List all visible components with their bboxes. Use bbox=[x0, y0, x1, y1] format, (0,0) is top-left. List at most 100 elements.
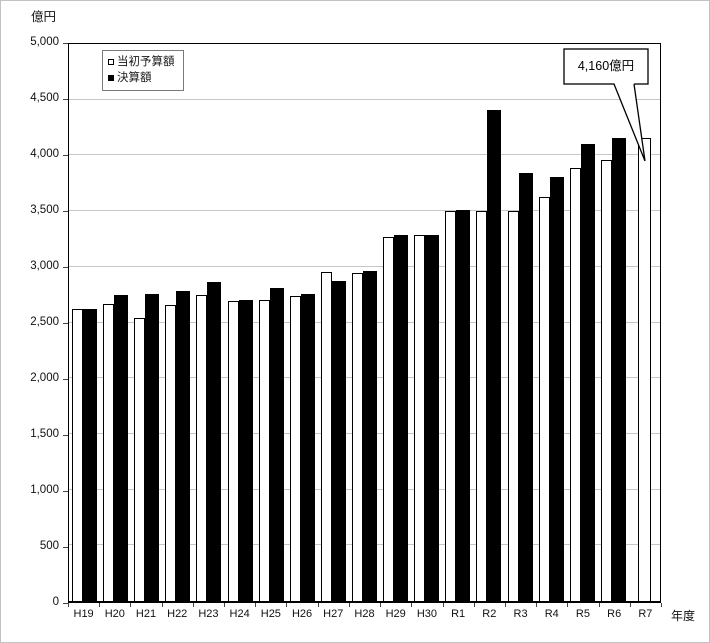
x-tick-label: R3 bbox=[513, 608, 528, 620]
y-tick-mark bbox=[63, 155, 68, 156]
y-tick-label: 2,500 bbox=[30, 315, 59, 328]
bar-group-H29 bbox=[380, 44, 411, 601]
x-tick-label: H25 bbox=[260, 608, 281, 620]
settlement-bar-H23 bbox=[207, 282, 222, 601]
y-tick-label: 1,500 bbox=[30, 427, 59, 440]
budget-bar-H19 bbox=[72, 309, 84, 601]
x-tick-mark bbox=[661, 603, 662, 607]
bar-group-H26 bbox=[287, 44, 318, 601]
bar-group-R5 bbox=[567, 44, 598, 601]
x-tick-label: R1 bbox=[451, 608, 466, 620]
callout-pointer bbox=[563, 48, 649, 162]
x-tick-mark bbox=[473, 603, 475, 607]
budget-bar-R7 bbox=[637, 137, 651, 601]
x-tick-mark bbox=[536, 603, 538, 607]
x-tick-label: H29 bbox=[385, 608, 406, 620]
y-tick-label: 4,500 bbox=[30, 91, 59, 104]
settlement-bar-R4 bbox=[549, 176, 564, 601]
x-tick-label: H28 bbox=[354, 608, 375, 620]
settlement-bar-R1 bbox=[456, 210, 471, 601]
y-tick-label: 4,000 bbox=[30, 147, 59, 160]
y-tick-mark bbox=[63, 267, 68, 268]
settlement-bar-H26 bbox=[300, 293, 315, 601]
x-tick-label: R4 bbox=[544, 608, 559, 620]
legend-row-settlement: 決算額 bbox=[108, 70, 175, 86]
gridline bbox=[69, 265, 660, 267]
y-tick-label: 3,000 bbox=[30, 259, 59, 272]
settlement-bar-R3 bbox=[518, 173, 533, 601]
x-tick-label: H19 bbox=[73, 608, 94, 620]
bar-group-R3 bbox=[504, 44, 535, 601]
settlement-bar-H20 bbox=[114, 294, 129, 601]
legend-settlement-label: 決算額 bbox=[117, 72, 152, 84]
y-tick-mark bbox=[63, 211, 68, 212]
settlement-bar-H21 bbox=[145, 293, 160, 601]
bar-group-H22 bbox=[162, 44, 193, 601]
x-tick-mark bbox=[224, 603, 226, 607]
settlement-bar-H29 bbox=[394, 234, 409, 601]
x-tick-mark bbox=[99, 603, 101, 607]
x-tick-label: R2 bbox=[482, 608, 497, 620]
x-tick-mark bbox=[161, 603, 163, 607]
y-tick-mark bbox=[63, 43, 68, 44]
budget-bar-H20 bbox=[103, 303, 115, 601]
bar-group-H23 bbox=[193, 44, 224, 601]
settlement-bar-H19 bbox=[83, 309, 98, 601]
x-tick-label: H20 bbox=[104, 608, 125, 620]
x-tick-label: H26 bbox=[291, 608, 313, 620]
gridline bbox=[69, 98, 660, 100]
settlement-bar-H30 bbox=[425, 234, 440, 601]
settlement-bar-R5 bbox=[580, 144, 595, 601]
x-tick-mark bbox=[380, 603, 382, 607]
x-tick-mark bbox=[442, 603, 444, 607]
x-axis-title: 年度 bbox=[671, 609, 696, 623]
bar-group-R6 bbox=[598, 44, 629, 601]
x-tick-mark bbox=[286, 603, 288, 607]
callout-label: 4,160億円 bbox=[577, 59, 635, 73]
budget-bar-R6 bbox=[600, 159, 612, 601]
bar-group-H21 bbox=[131, 44, 162, 601]
gridline bbox=[69, 154, 660, 156]
x-tick-mark bbox=[629, 603, 631, 607]
settlement-bar-R2 bbox=[487, 109, 502, 601]
budget-bar-H29 bbox=[383, 236, 395, 601]
y-axis-unit-label: 億円 bbox=[31, 10, 57, 24]
x-tick-label: H30 bbox=[416, 608, 437, 620]
budget-bar-H30 bbox=[414, 234, 426, 601]
x-tick-mark bbox=[504, 603, 506, 607]
y-tick-mark bbox=[63, 379, 68, 380]
y-tick-label: 3,500 bbox=[30, 203, 59, 216]
x-tick-mark bbox=[411, 603, 413, 607]
bar-group-R1 bbox=[442, 44, 473, 601]
bar-group-H20 bbox=[100, 44, 131, 601]
budget-bar-R3 bbox=[507, 211, 519, 601]
x-tick-mark bbox=[68, 603, 69, 607]
bar-group-H19 bbox=[69, 44, 100, 601]
budget-bar-H26 bbox=[289, 295, 301, 601]
bar-group-R7 bbox=[629, 44, 660, 601]
x-tick-label: H24 bbox=[229, 608, 250, 620]
budget-bar-R5 bbox=[569, 167, 581, 601]
budget-bar-H23 bbox=[196, 294, 208, 601]
bar-group-R2 bbox=[473, 44, 504, 601]
y-tick-label: 1,000 bbox=[30, 483, 59, 496]
x-tick-label: R5 bbox=[575, 608, 590, 620]
settlement-marker-icon bbox=[108, 75, 114, 81]
budget-bar-R2 bbox=[476, 211, 488, 601]
budget-bar-H21 bbox=[134, 318, 146, 601]
budget-bar-H22 bbox=[165, 304, 177, 601]
settlement-bar-H24 bbox=[238, 300, 253, 601]
gridline bbox=[69, 210, 660, 212]
y-tick-mark bbox=[63, 435, 68, 436]
x-tick-label: R6 bbox=[607, 608, 622, 620]
y-tick-label: 500 bbox=[39, 539, 59, 552]
budget-marker-icon bbox=[108, 59, 114, 65]
x-tick-label: R7 bbox=[638, 608, 653, 620]
x-tick-mark bbox=[567, 603, 569, 607]
x-tick-mark bbox=[598, 603, 600, 607]
x-tick-label: H21 bbox=[135, 608, 157, 620]
budget-bar-R1 bbox=[445, 211, 457, 601]
x-tick-label: H23 bbox=[198, 608, 219, 620]
bar-group-H27 bbox=[318, 44, 349, 601]
